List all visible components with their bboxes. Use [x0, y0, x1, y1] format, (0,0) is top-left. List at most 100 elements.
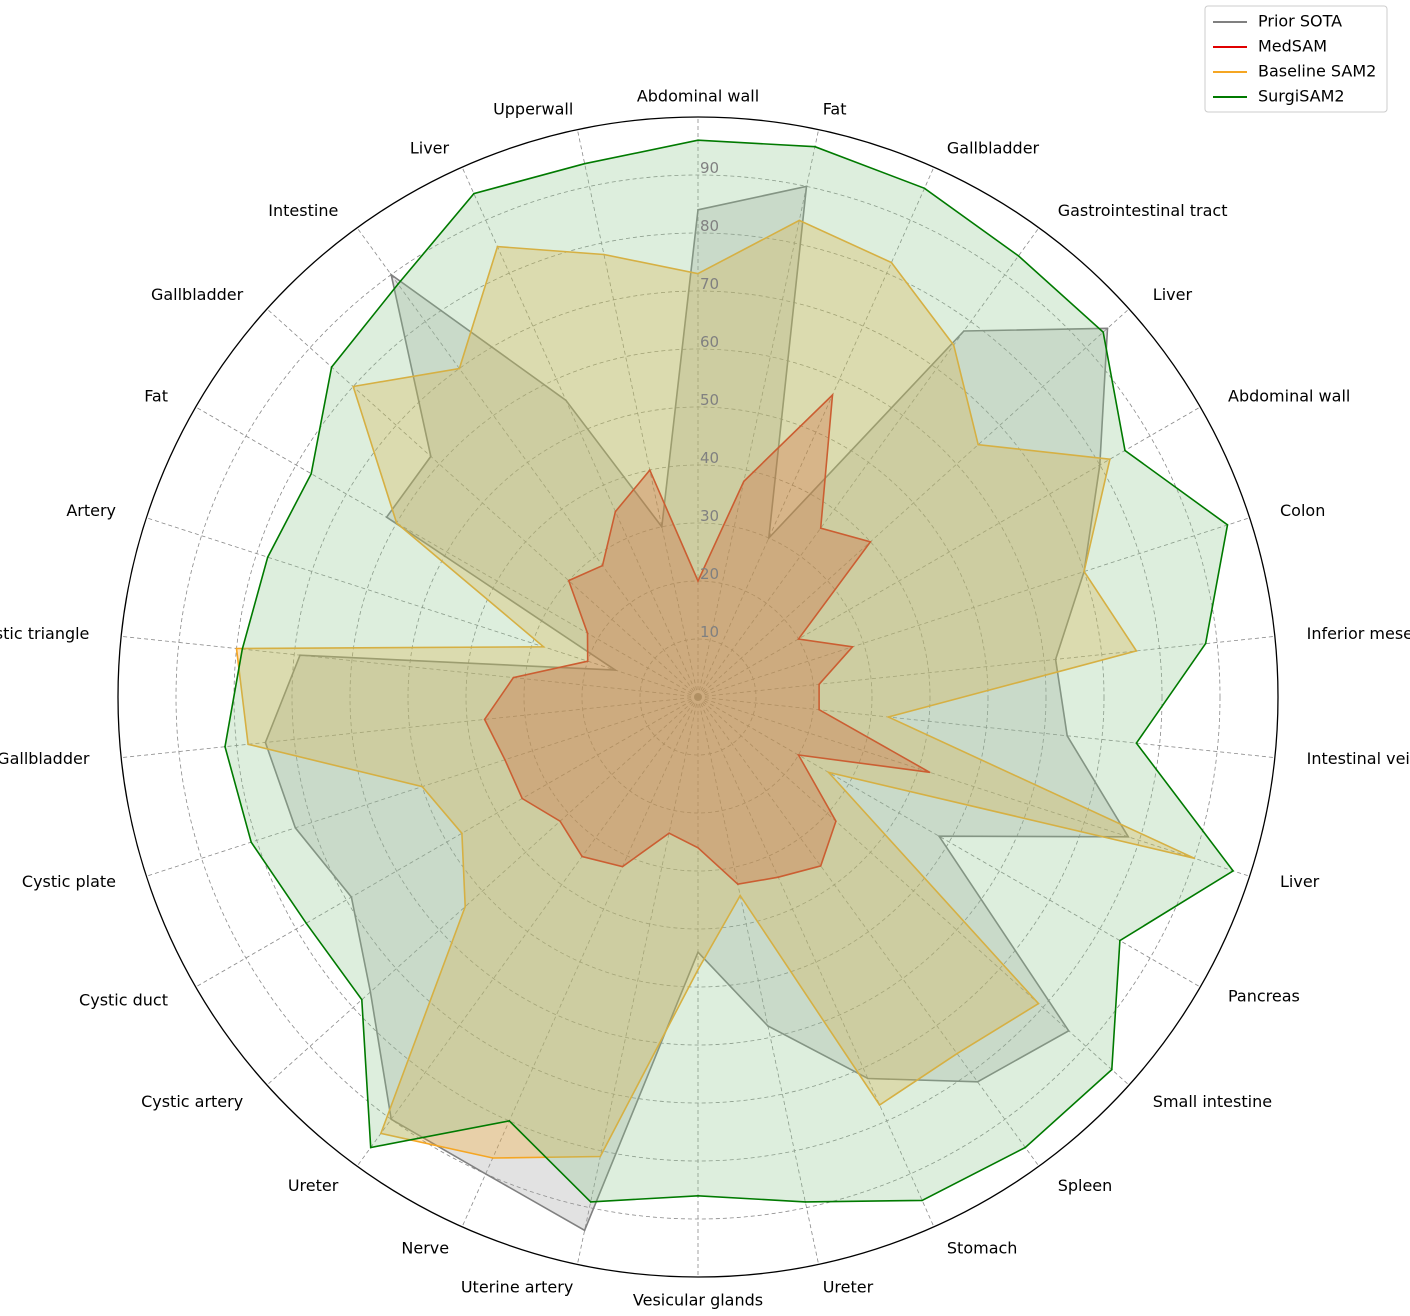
legend-item: Baseline SAM2 — [1213, 62, 1376, 81]
data-point — [869, 541, 872, 543]
data-point — [878, 1104, 881, 1106]
data-point — [798, 219, 801, 222]
data-point — [938, 835, 940, 837]
data-point — [299, 654, 301, 656]
data-point — [395, 522, 398, 524]
data-point — [586, 660, 589, 662]
legend-label: Prior SOTA — [1258, 12, 1342, 31]
data-point — [697, 968, 699, 971]
legend-box — [1204, 5, 1388, 113]
data-point — [887, 716, 890, 718]
data-point — [1135, 650, 1138, 652]
data-point — [621, 865, 624, 868]
data-point — [805, 185, 808, 188]
data-point — [473, 192, 475, 195]
tick-label: 50 — [700, 391, 719, 409]
category-label: Uterine artery — [461, 1277, 573, 1296]
data-point — [649, 469, 651, 471]
category-labels: Abdominal wall Fat Gallbladder Gastrointest… — [0, 87, 1410, 1310]
data-point — [464, 905, 467, 908]
series-prior-sota — [264, 185, 1130, 1232]
data-point — [330, 366, 333, 368]
data-point — [1232, 870, 1234, 872]
data-point — [697, 951, 699, 953]
category-label: Intestine — [268, 201, 338, 220]
data-point — [504, 758, 506, 761]
outer-frame — [117, 116, 1279, 1278]
grid-ring — [291, 290, 1105, 1104]
category-label: Nerve — [401, 1239, 449, 1258]
spoke-line — [697, 696, 1201, 988]
category-label: Fat — [823, 100, 847, 119]
tick-label: 10 — [700, 623, 719, 641]
data-point — [1135, 742, 1138, 744]
data-point — [350, 896, 353, 898]
radar-series — [224, 139, 1235, 1232]
data-point — [614, 669, 617, 671]
data-point — [1127, 836, 1130, 838]
data-point — [1111, 1068, 1113, 1071]
data-point — [614, 510, 617, 513]
spoke-line — [195, 406, 699, 698]
legend-item: SurgiSAM2 — [1213, 87, 1345, 106]
data-point — [542, 646, 545, 648]
data-point — [264, 741, 267, 744]
tick-label: 70 — [700, 275, 719, 293]
data-point — [804, 1201, 807, 1203]
data-point — [458, 367, 461, 370]
data-point — [867, 1077, 869, 1080]
data-point — [492, 1157, 494, 1159]
category-label: Ureter — [288, 1176, 339, 1195]
data-point — [668, 832, 670, 834]
data-point — [797, 638, 800, 640]
tick-label: 80 — [700, 217, 719, 235]
series-surgisam2 — [224, 139, 1235, 1203]
category-label: Gallbladder — [151, 285, 244, 304]
spoke-line — [697, 129, 819, 698]
legend-label: MedSAM — [1258, 37, 1327, 56]
data-point — [1017, 255, 1020, 257]
data-point — [831, 394, 834, 396]
data-point — [737, 883, 739, 885]
data-point — [977, 443, 979, 446]
grid-ring — [465, 464, 931, 930]
data-point — [797, 754, 800, 756]
data-point — [818, 683, 820, 686]
data-point — [851, 646, 854, 648]
category-label: Liver — [1280, 872, 1320, 891]
data-point — [599, 1155, 602, 1158]
data-point — [581, 855, 583, 858]
data-point — [361, 998, 363, 1001]
data-point — [739, 894, 741, 897]
data-point — [928, 771, 931, 774]
data-point — [1226, 524, 1229, 526]
data-point — [601, 564, 604, 567]
data-point — [963, 330, 965, 332]
spoke-line — [697, 308, 1130, 698]
data-point — [1204, 642, 1207, 645]
legend-item: MedSAM — [1213, 37, 1327, 56]
data-point — [697, 209, 699, 211]
data-point — [430, 455, 432, 458]
category-label: Small intestine — [1153, 1092, 1272, 1111]
data-point — [1067, 1030, 1070, 1032]
category-label: Stomach — [947, 1239, 1018, 1258]
data-point — [661, 526, 663, 528]
series-area — [265, 186, 1129, 1231]
data-point — [567, 579, 570, 582]
series-medsam — [483, 392, 931, 886]
category-label: Fat — [144, 387, 168, 406]
category-label: Colon — [1280, 501, 1325, 520]
grid-ring — [175, 174, 1221, 1220]
data-point — [250, 841, 252, 843]
data-point — [819, 527, 822, 529]
data-point — [743, 480, 745, 483]
data-point — [565, 399, 567, 402]
data-point — [508, 1120, 511, 1122]
spoke-line — [266, 696, 699, 1086]
data-point — [586, 632, 589, 634]
grid-ring — [523, 522, 873, 872]
data-point — [521, 797, 523, 800]
data-point — [921, 1199, 923, 1202]
